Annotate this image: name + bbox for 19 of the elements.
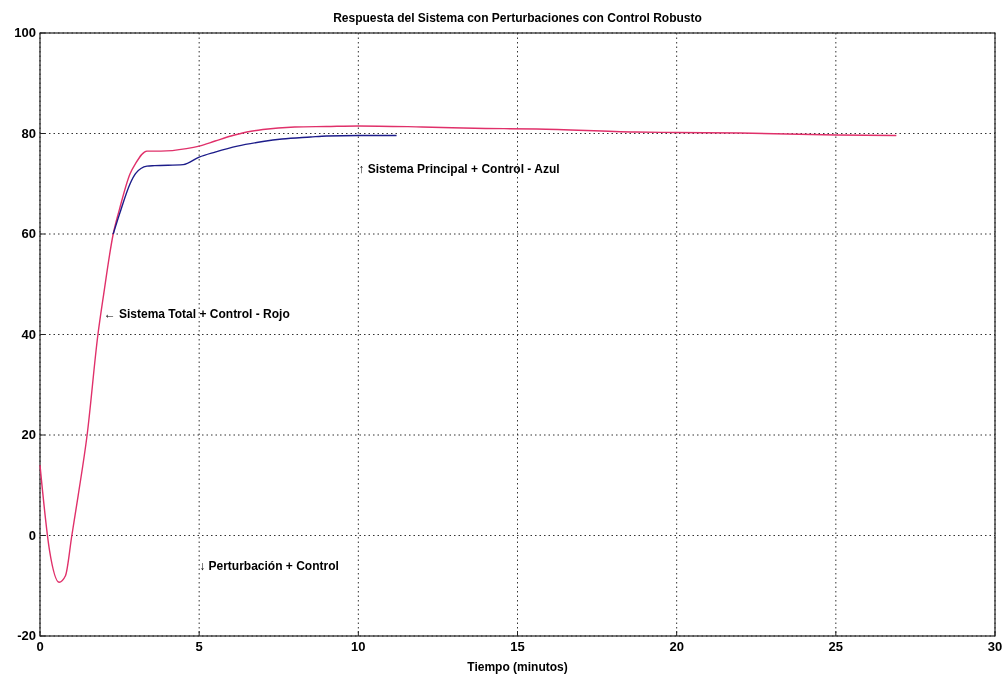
annotation: ↓ Perturbación + Control <box>199 558 339 573</box>
annotation: ↑ Sistema Principal + Control - Azul <box>358 161 560 176</box>
y-tick-label: 60 <box>21 226 36 241</box>
x-tick-label: 25 <box>828 639 844 654</box>
annotation: ← Sistema Total + Control - Rojo <box>103 307 290 322</box>
y-tick-label: -20 <box>17 628 36 643</box>
y-tick-label: 0 <box>28 527 36 543</box>
y-tick-label: 100 <box>14 25 36 40</box>
x-tick-label: 15 <box>510 639 525 654</box>
x-tick-label: 20 <box>669 639 684 654</box>
x-axis-title: Tiempo (minutos) <box>467 660 568 674</box>
line-series <box>39 125 898 583</box>
y-tick-label: 80 <box>21 125 36 141</box>
x-tick-label: 30 <box>987 639 1003 654</box>
y-tick-label: 40 <box>21 326 36 342</box>
x-tick-label: 5 <box>195 639 203 654</box>
x-tick-label: 10 <box>351 639 366 654</box>
y-tick-label: 20 <box>21 427 36 442</box>
chart-title: Respuesta del Sistema con Perturbaciones con Control Robusto <box>333 11 702 25</box>
